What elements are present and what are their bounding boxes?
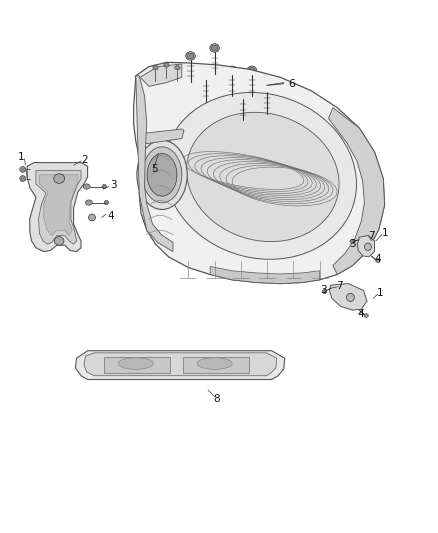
Ellipse shape [88, 214, 95, 221]
Ellipse shape [202, 74, 209, 79]
Polygon shape [329, 284, 367, 310]
Ellipse shape [240, 92, 246, 98]
Polygon shape [357, 236, 374, 257]
Text: 1: 1 [18, 152, 25, 162]
Polygon shape [36, 171, 81, 244]
Ellipse shape [346, 293, 354, 302]
Ellipse shape [83, 184, 90, 189]
Ellipse shape [238, 91, 248, 99]
Polygon shape [134, 62, 385, 284]
Polygon shape [136, 76, 173, 252]
Polygon shape [142, 129, 184, 144]
Ellipse shape [85, 200, 92, 205]
Text: 6: 6 [288, 79, 295, 88]
Text: 3: 3 [110, 181, 117, 190]
Text: 2: 2 [81, 155, 88, 165]
Ellipse shape [20, 176, 26, 181]
Ellipse shape [211, 45, 218, 51]
Ellipse shape [187, 53, 194, 59]
Ellipse shape [364, 313, 368, 317]
Ellipse shape [54, 237, 64, 245]
Ellipse shape [210, 44, 219, 52]
Ellipse shape [142, 147, 182, 203]
Ellipse shape [350, 239, 354, 244]
Ellipse shape [247, 66, 257, 75]
Ellipse shape [262, 84, 272, 92]
Ellipse shape [376, 259, 380, 263]
Text: 7: 7 [368, 231, 375, 240]
Ellipse shape [197, 358, 232, 369]
Polygon shape [75, 351, 285, 379]
Text: 4: 4 [107, 211, 114, 221]
Polygon shape [27, 163, 88, 252]
Ellipse shape [164, 63, 169, 67]
Polygon shape [104, 357, 170, 373]
Ellipse shape [186, 52, 195, 60]
Ellipse shape [102, 184, 106, 189]
Ellipse shape [187, 112, 339, 241]
Ellipse shape [20, 166, 26, 172]
Text: 7: 7 [336, 281, 343, 290]
Polygon shape [84, 353, 277, 376]
Ellipse shape [201, 72, 211, 80]
Polygon shape [140, 64, 182, 86]
Ellipse shape [322, 289, 327, 294]
Ellipse shape [175, 66, 180, 70]
Ellipse shape [53, 174, 65, 183]
Polygon shape [210, 266, 320, 284]
Ellipse shape [364, 243, 371, 251]
Ellipse shape [153, 66, 158, 70]
Ellipse shape [137, 140, 187, 209]
Ellipse shape [249, 67, 255, 74]
Ellipse shape [227, 66, 237, 75]
Text: 1: 1 [377, 288, 384, 298]
Polygon shape [39, 175, 78, 236]
Text: 3: 3 [320, 285, 327, 295]
Text: 8: 8 [213, 394, 220, 403]
Text: 3: 3 [349, 239, 356, 249]
Text: 1: 1 [382, 229, 389, 238]
Text: 5: 5 [151, 165, 158, 174]
Ellipse shape [264, 85, 271, 91]
Polygon shape [183, 357, 249, 373]
Ellipse shape [147, 154, 177, 196]
Ellipse shape [229, 67, 236, 74]
Text: 4: 4 [357, 310, 364, 319]
Ellipse shape [165, 92, 357, 260]
Ellipse shape [104, 200, 109, 205]
Polygon shape [328, 108, 385, 274]
Ellipse shape [118, 358, 153, 369]
Text: 4: 4 [374, 254, 381, 264]
